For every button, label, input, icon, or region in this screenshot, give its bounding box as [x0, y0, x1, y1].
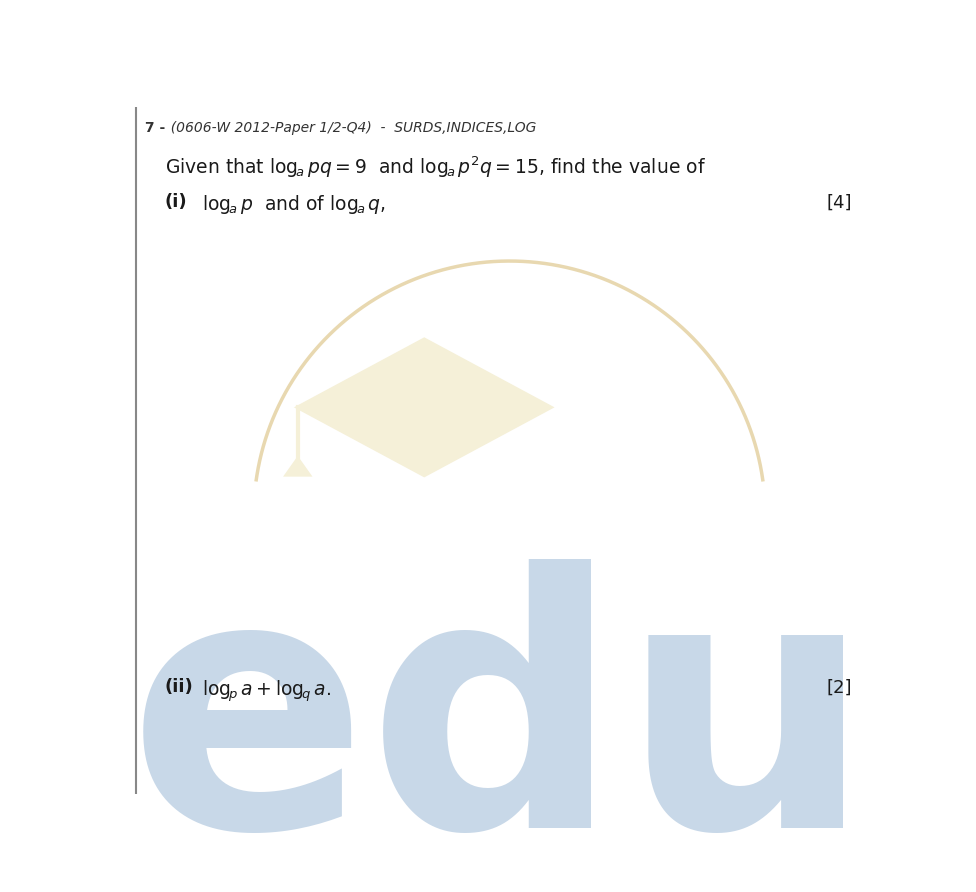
Text: (ii): (ii) — [165, 679, 193, 697]
Polygon shape — [283, 456, 312, 476]
Text: (0606-W 2012-Paper 1/2-Q4)  -  SURDS,INDICES,LOG: (0606-W 2012-Paper 1/2-Q4) - SURDS,INDIC… — [162, 121, 537, 135]
Text: [4]: [4] — [827, 194, 852, 211]
Text: 7 -: 7 - — [145, 121, 166, 135]
Text: (i): (i) — [165, 194, 187, 211]
Polygon shape — [294, 337, 554, 477]
Text: [2]: [2] — [827, 679, 852, 697]
Text: edu: edu — [127, 559, 874, 892]
Text: $\log_{\!a} p$  and of $\log_{\!a} q,$: $\log_{\!a} p$ and of $\log_{\!a} q,$ — [202, 194, 386, 216]
Text: $\log_{\!p} a + \log_{\!q} a.$: $\log_{\!p} a + \log_{\!q} a.$ — [202, 679, 331, 704]
Text: Given that $\log_{\!a} pq = 9$  and $\log_{\!a} p^2q = 15$, find the value of: Given that $\log_{\!a} pq = 9$ and $\log… — [165, 155, 706, 180]
